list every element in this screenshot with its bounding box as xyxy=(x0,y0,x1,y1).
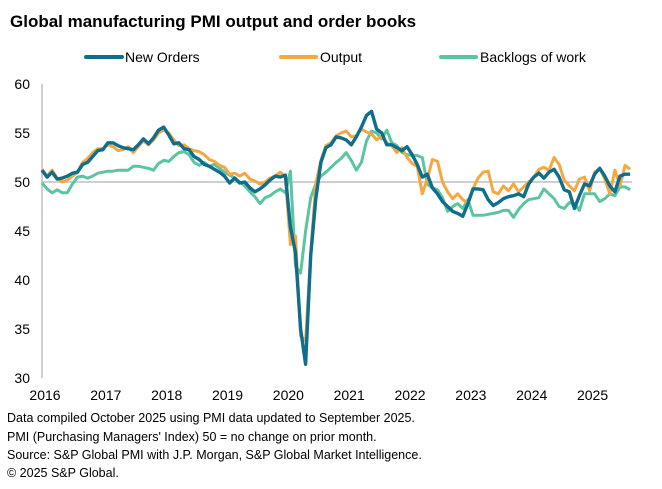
footnote-pmi-definition: PMI (Purchasing Managers' Index) 50 = no… xyxy=(7,430,377,444)
x-tick-labels: 2016 2017 2018 2019 2020 2021 2022 2023 2024 2025 xyxy=(29,387,608,403)
y-tick-label: 40 xyxy=(14,272,30,288)
x-tick-label: 2016 xyxy=(29,387,60,403)
x-tick-label: 2018 xyxy=(151,387,182,403)
chart-title: Global manufacturing PMI output and orde… xyxy=(10,12,416,31)
y-tick-label: 50 xyxy=(14,174,30,190)
y-tick-label: 35 xyxy=(14,321,30,337)
series-line-backlogs-of-work xyxy=(40,128,631,275)
legend-item-new-orders: New Orders xyxy=(84,49,200,65)
x-tick-label: 2025 xyxy=(577,387,608,403)
legend-item-output: Output xyxy=(279,49,362,65)
series-line-new-orders xyxy=(40,109,631,366)
y-tick-labels: 60 55 50 45 40 35 30 xyxy=(14,76,30,386)
footnote-data-compiled: Data compiled October 2025 using PMI dat… xyxy=(7,411,415,425)
y-tick-label: 60 xyxy=(14,76,30,92)
legend-label-backlogs: Backlogs of work xyxy=(480,49,587,65)
x-tick-label: 2019 xyxy=(212,387,243,403)
y-tick-label: 30 xyxy=(14,370,30,386)
x-tick-label: 2017 xyxy=(90,387,121,403)
footnote-source: Source: S&P Global PMI with J.P. Morgan,… xyxy=(7,448,422,462)
footnote-copyright: © 2025 S&P Global. xyxy=(7,466,119,480)
series-lines xyxy=(40,109,632,366)
legend-label-new-orders: New Orders xyxy=(125,49,200,65)
legend-label-output: Output xyxy=(320,49,362,65)
legend-item-backlogs: Backlogs of work xyxy=(439,49,587,65)
x-tick-label: 2020 xyxy=(273,387,304,403)
x-tick-label: 2022 xyxy=(394,387,425,403)
x-tick-label: 2023 xyxy=(455,387,486,403)
x-tick-label: 2024 xyxy=(516,387,547,403)
y-tick-label: 55 xyxy=(14,125,30,141)
y-tick-label: 45 xyxy=(14,223,30,239)
x-tick-label: 2021 xyxy=(334,387,365,403)
footnotes: Data compiled October 2025 using PMI dat… xyxy=(7,411,422,480)
legend: New Orders Output Backlogs of work xyxy=(84,49,587,65)
